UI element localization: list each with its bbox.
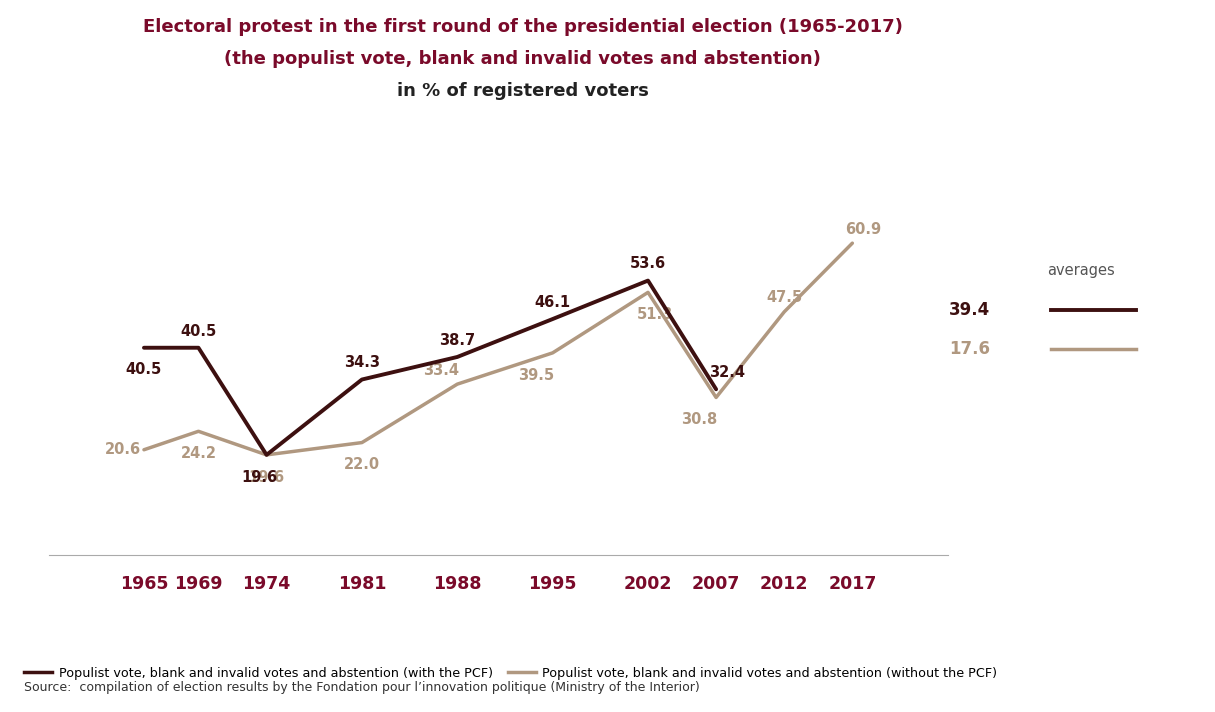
Text: 20.6: 20.6 [104,442,141,457]
Text: 19.6: 19.6 [249,470,284,485]
Text: Source:  compilation of election results by the Fondation pour l’innovation poli: Source: compilation of election results … [24,681,700,694]
Text: 40.5: 40.5 [126,362,162,377]
Text: 53.6: 53.6 [629,256,666,271]
Text: Electoral protest in the first round of the presidential election (1965-2017): Electoral protest in the first round of … [142,18,903,36]
Text: 39.5: 39.5 [518,367,554,382]
Text: 24.2: 24.2 [181,446,216,461]
Legend: Populist vote, blank and invalid votes and abstention (with the PCF), Populist v: Populist vote, blank and invalid votes a… [19,661,1002,685]
Text: 19.6: 19.6 [242,470,278,485]
Text: 47.5: 47.5 [767,290,802,305]
Text: 33.4: 33.4 [423,362,458,378]
Text: (the populist vote, blank and invalid votes and abstention): (the populist vote, blank and invalid vo… [224,50,821,68]
Text: 39.4: 39.4 [949,300,990,319]
Text: 17.6: 17.6 [949,340,990,358]
Text: 60.9: 60.9 [846,221,882,237]
Text: in % of registered voters: in % of registered voters [396,82,649,100]
Text: 40.5: 40.5 [180,323,216,339]
Text: averages: averages [1047,263,1115,278]
Text: 51.3: 51.3 [637,307,673,322]
Text: 46.1: 46.1 [535,295,571,310]
Text: 34.3: 34.3 [344,355,380,370]
Text: 30.8: 30.8 [682,412,718,427]
Text: 22.0: 22.0 [344,457,380,472]
Text: 38.7: 38.7 [439,333,475,347]
Text: 32.4: 32.4 [710,365,745,380]
